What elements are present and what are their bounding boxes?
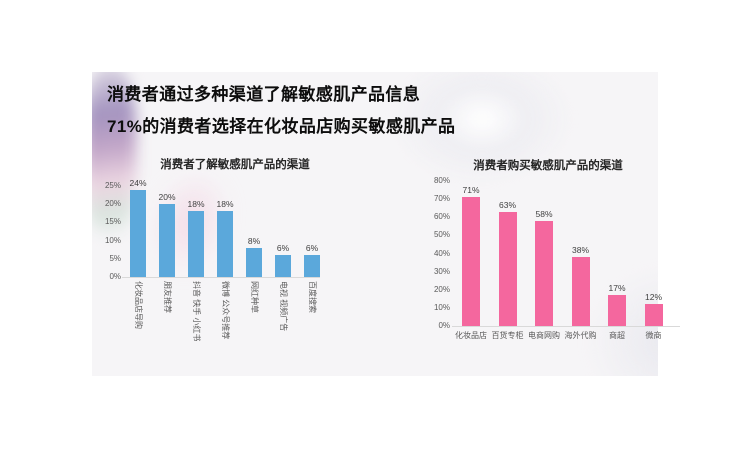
bar-value-label: 18% — [216, 199, 234, 210]
y-axis-tick-label: 70% — [433, 194, 450, 204]
x-axis-line — [122, 277, 320, 278]
x-axis-label: 微博 公众号推荐 — [220, 281, 230, 340]
y-axis-tick-label: 20% — [433, 284, 450, 294]
bar-value-label: 24% — [129, 177, 147, 188]
y-axis-tick-label: 80% — [433, 176, 450, 185]
headline-line2: 71%的消费者选择在化妆品店购买敏感肌产品 — [107, 117, 456, 136]
bar-value-label: 8% — [247, 235, 261, 246]
y-axis-tick-label: 30% — [433, 266, 450, 276]
chart-title-learning-channels: 消费者了解敏感肌产品的渠道 — [160, 159, 310, 171]
y-axis-tick-label: 15% — [104, 217, 121, 227]
bar — [246, 247, 262, 277]
bar-value-label: 71% — [462, 185, 480, 196]
headline-line1: 消费者通过多种渠道了解敏感肌产品信息 — [107, 85, 421, 104]
x-axis-label: 百度搜索 — [307, 281, 317, 313]
chart-title-purchase-channels: 消费者购买敏感肌产品的渠道 — [473, 160, 623, 172]
y-axis-tick-label: 25% — [104, 181, 121, 190]
bar-value-label: 6% — [305, 243, 319, 254]
bar — [462, 197, 480, 326]
x-axis-label: 化妆品店 — [455, 331, 487, 340]
y-axis-tick-label: 60% — [433, 212, 450, 222]
bar — [644, 304, 663, 326]
x-axis-label: 抖音 快手 小红书 — [191, 281, 201, 342]
bar-value-label: 6% — [276, 243, 290, 254]
y-axis-tick-label: 0% — [109, 272, 121, 281]
x-axis-label: 网红种草 — [249, 281, 259, 313]
x-axis-label: 电视 视频广告 — [278, 281, 288, 332]
y-axis-tick-label: 40% — [433, 248, 450, 258]
x-axis-label: 微商 — [645, 331, 662, 340]
bar — [498, 211, 517, 326]
bar-value-label: 63% — [498, 199, 516, 210]
x-axis-label: 电商网购 — [528, 331, 560, 340]
bar — [608, 295, 626, 326]
y-axis-tick-label: 5% — [109, 253, 121, 263]
y-axis-tick-label: 10% — [433, 302, 450, 312]
y-axis-tick-label: 20% — [104, 199, 121, 209]
bar-value-label: 58% — [535, 208, 553, 219]
x-axis-label: 朋友推荐 — [162, 281, 172, 313]
x-axis-label: 化妆品店导购 — [133, 281, 143, 329]
x-axis-label: 百货专柜 — [491, 331, 524, 340]
bar — [304, 255, 320, 277]
bar-value-label: 38% — [571, 245, 589, 256]
bar-value-label: 17% — [608, 283, 626, 294]
bar-value-label: 12% — [644, 292, 662, 303]
bar — [159, 204, 175, 277]
bar — [275, 255, 291, 277]
bar — [130, 189, 146, 277]
x-axis-line — [452, 326, 680, 327]
x-axis-label: 海外代购 — [564, 331, 597, 340]
bar — [217, 211, 233, 277]
y-axis-tick-label: 50% — [433, 230, 450, 240]
y-axis-tick-label: 0% — [438, 321, 450, 330]
y-axis-tick-label: 10% — [104, 235, 121, 245]
bar — [535, 220, 553, 326]
bar — [571, 257, 590, 326]
bar — [188, 211, 204, 277]
